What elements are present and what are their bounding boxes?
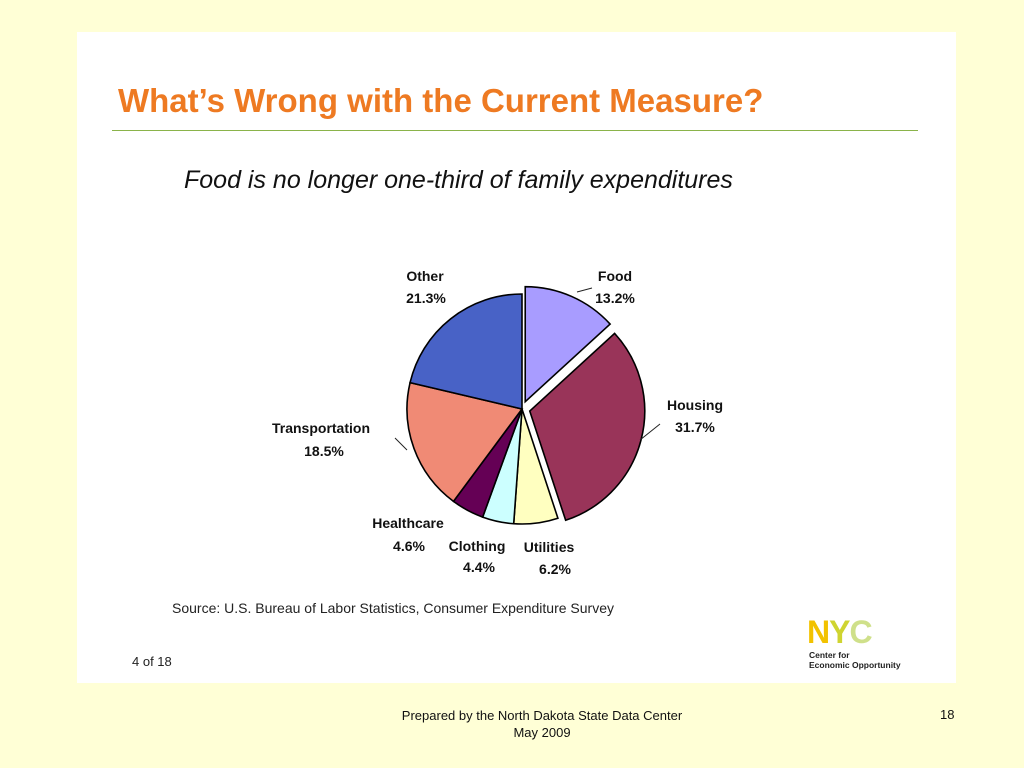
nyc-ceo-logo: NYC Center for Economic Opportunity (807, 616, 917, 676)
slide-counter: 4 of 18 (132, 654, 172, 669)
footer-line-1: Prepared by the North Dakota State Data … (401, 708, 683, 723)
chart-subtitle: Food is no longer one-third of family ex… (184, 166, 733, 194)
leader-line-food (576, 287, 593, 293)
leader-line-transportation (394, 437, 408, 451)
logo-mark: NYC (807, 616, 917, 648)
logo-text: Center for Economic Opportunity (809, 650, 901, 670)
pie-slice-food (524, 285, 612, 404)
pie-value-other: 21.3% (406, 290, 446, 306)
pie-label-other: Other (406, 268, 444, 284)
logo-letter-y: Y (829, 614, 850, 650)
pie-slice-transportation (406, 381, 524, 503)
pie-label-housing: Housing (667, 397, 723, 413)
pie-value-clothing: 4.4% (463, 559, 495, 575)
pie-value-housing: 31.7% (675, 419, 715, 435)
pie-chart: Food 13.2% Housing 31.7% Utilities 6.2% Clothi… (272, 268, 723, 577)
pie-slice-housing (528, 332, 646, 522)
title-divider (112, 130, 918, 131)
footer-line-2: May 2009 (513, 725, 571, 740)
pie-value-food: 13.2% (595, 290, 635, 306)
pie-slice-other (409, 293, 523, 411)
pie-label-healthcare: Healthcare (372, 515, 444, 531)
logo-line-1: Center for (809, 650, 850, 660)
page-number: 18 (940, 707, 955, 722)
logo-letter-c: C (849, 614, 872, 650)
footer: Prepared by the North Dakota State Data … (342, 707, 742, 741)
pie-slices (406, 285, 646, 525)
slide-title: What’s Wrong with the Current Measure? (118, 82, 764, 119)
pie-value-transportation: 18.5% (304, 443, 344, 459)
pie-label-transportation: Transportation (272, 420, 370, 436)
pie-label-food: Food (598, 268, 632, 284)
pie-label-utilities: Utilities (524, 539, 575, 555)
leader-lines (394, 287, 661, 451)
pie-labels: Food 13.2% Housing 31.7% Utilities 6.2% Clothi… (272, 268, 723, 577)
source-note: Source: U.S. Bureau of Labor Statistics,… (172, 600, 614, 616)
pie-value-healthcare: 4.6% (393, 538, 425, 554)
logo-line-2: Economic Opportunity (809, 660, 901, 670)
pie-label-clothing: Clothing (449, 538, 506, 554)
slide: What’s Wrong with the Current Measure? F… (77, 32, 956, 683)
leader-line-housing (639, 423, 661, 441)
pie-value-utilities: 6.2% (539, 561, 571, 577)
logo-letter-n: N (807, 614, 830, 650)
